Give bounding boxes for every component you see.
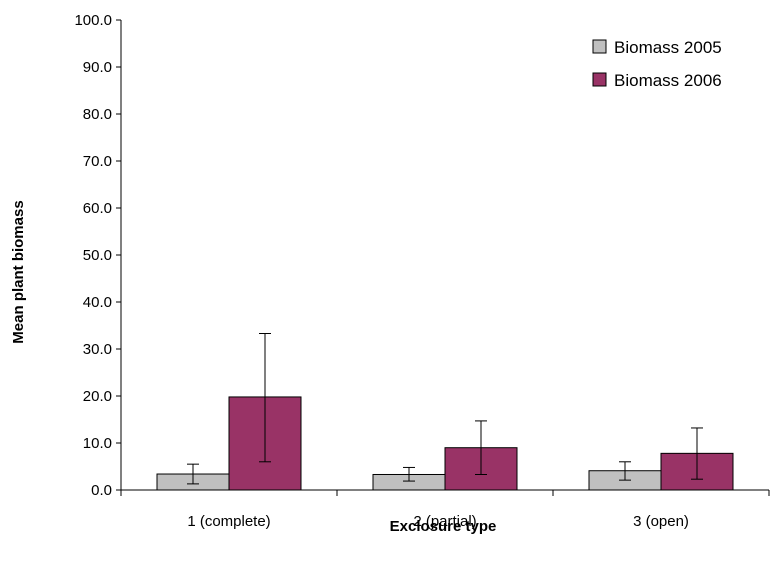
y-axis-title: Mean plant biomass [10,200,27,343]
legend-swatch-biomass-2005 [592,39,607,54]
legend: Biomass 2005 Biomass 2006 [592,38,722,90]
y-tick-label: 20.0 [83,388,112,405]
x-tick-label: 3 (open) [633,513,689,530]
y-axis: 0.0 10.0 20.0 30.0 40.0 50.0 60.0 70.0 80.0 90.0 1… [74,12,122,499]
x-tick-label: 2 (partial) [413,513,476,530]
y-tick-label: 80.0 [83,106,112,123]
error-bar-biomass-2006 [475,420,487,475]
y-tick-label: 40.0 [83,294,112,311]
legend-swatch-biomass-2006 [592,72,607,87]
x-tick-label: 1 (complete) [187,513,270,530]
y-tick-label: 100.0 [74,12,112,29]
legend-label-biomass-2006: Biomass 2006 [614,71,722,90]
bars [156,396,734,491]
error-bar-biomass-2006 [259,332,271,463]
x-axis-title: Exclosure type [390,518,497,535]
y-tick-label: 70.0 [83,153,112,170]
error-bar-biomass-2006 [691,427,703,480]
error-bar-biomass-2005 [403,466,415,482]
error-bar-biomass-2005 [187,463,199,485]
y-tick-label: 30.0 [83,341,112,358]
legend-label-biomass-2005: Biomass 2005 [614,38,722,57]
y-tick-label: 90.0 [83,59,112,76]
y-tick-label: 10.0 [83,435,112,452]
y-tick-label: 0.0 [91,482,112,499]
y-tick-label: 50.0 [83,247,112,264]
y-tick-label: 60.0 [83,200,112,217]
error-bars [187,332,703,485]
error-bar-biomass-2005 [619,461,631,481]
